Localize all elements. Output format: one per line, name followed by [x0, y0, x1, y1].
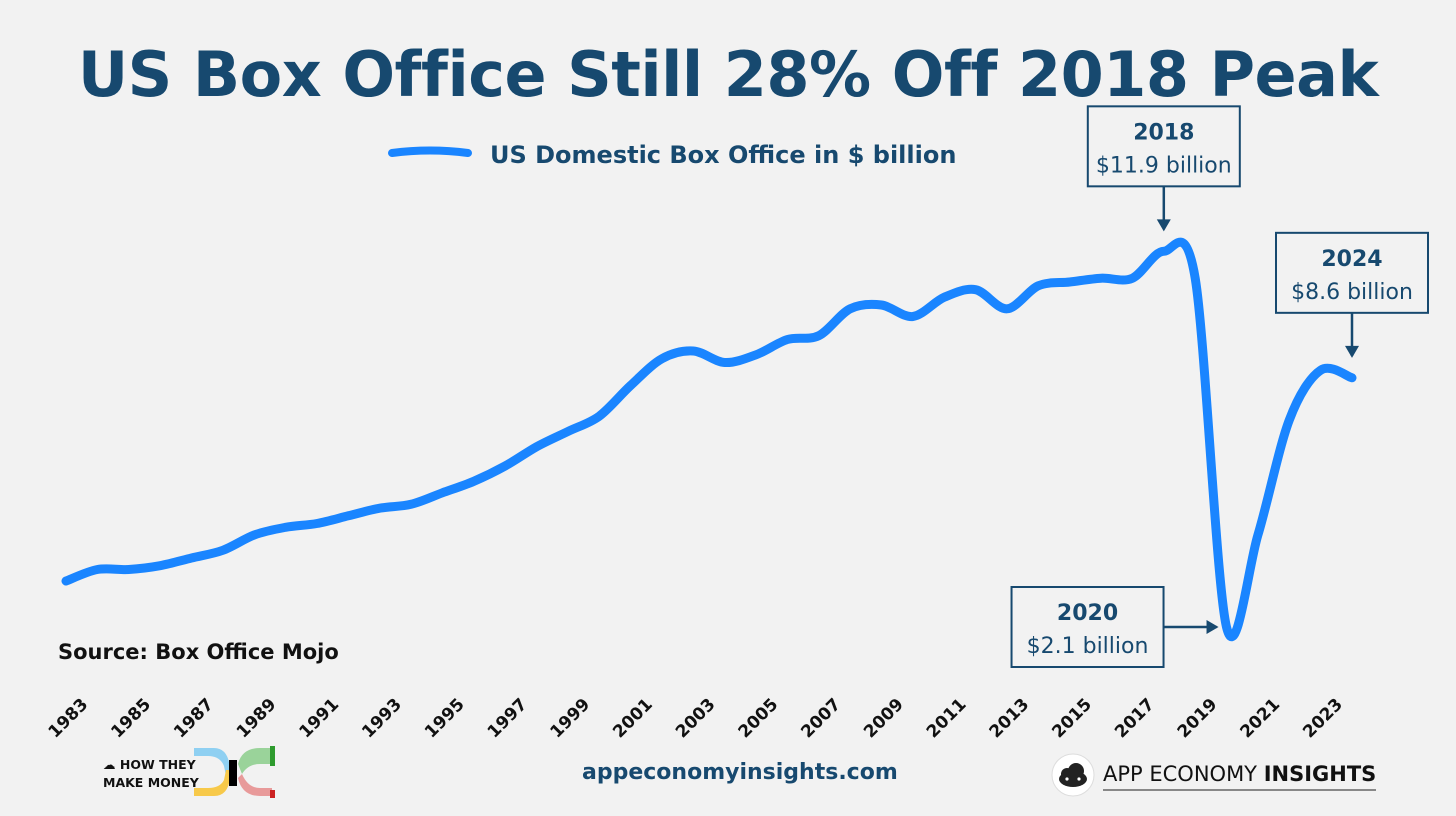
x-tick-label: 1993 [358, 695, 406, 743]
source-note: Source: Box Office Mojo [58, 640, 339, 664]
app-economy-insights-logo-icon [1051, 753, 1095, 797]
annotation-value: $2.1 billion [1027, 634, 1149, 659]
legend-label: US Domestic Box Office in $ billion [490, 141, 956, 169]
x-tick-label: 1989 [233, 695, 281, 743]
x-tick-label: 1985 [107, 695, 155, 743]
x-tick-label: 1995 [421, 695, 469, 743]
x-tick-label: 1999 [547, 695, 595, 743]
annotation-box [1275, 231, 1429, 314]
x-tick-label: 2017 [1111, 695, 1159, 743]
htm-line2: MAKE MONEY [103, 775, 199, 790]
arrowhead-icon [1345, 345, 1359, 358]
brand-name-regular: APP ECONOMY [1103, 762, 1264, 786]
annotation-year: 2018 [1133, 120, 1194, 145]
annotation-value: $11.9 billion [1096, 153, 1232, 178]
x-tick-label: 2021 [1237, 695, 1285, 743]
annotation-callout: 2024 $8.6 billion [1275, 231, 1429, 358]
x-tick-label: 2023 [1299, 695, 1347, 743]
chart-title: US Box Office Still 28% Off 2018 Peak [77, 38, 1379, 111]
how-they-make-money-label: ☁ HOW THEY MAKE MONEY [103, 756, 199, 792]
x-tick-label: 1983 [45, 695, 93, 743]
legend-swatch [388, 146, 472, 157]
x-tick-label: 2009 [860, 695, 908, 743]
x-tick-label: 2011 [923, 695, 971, 743]
sankey-logo-icon [194, 746, 275, 798]
x-tick-label: 2003 [672, 695, 720, 743]
annotations: 2018 $11.9 billion 2024 $8.6 billion 2020 $2.… [1010, 105, 1429, 668]
series-layer [61, 237, 1357, 642]
htm-line1: HOW THEY [119, 757, 196, 772]
annotation-box [1010, 586, 1165, 668]
annotation-box [1086, 105, 1241, 188]
arrowhead-icon [1156, 219, 1171, 232]
x-tick-label: 1987 [170, 695, 218, 743]
x-tick-label: 2013 [986, 695, 1034, 743]
x-axis-ticks: 1983 1985 1987 1989 1991 1993 1995 1997 1999 2001… [45, 695, 1347, 743]
x-tick-label: 2007 [797, 695, 845, 743]
brand-name-bold: INSIGHTS [1263, 762, 1377, 786]
x-tick-label: 2019 [1174, 695, 1222, 743]
website-link[interactable]: appeconomyinsights.com [582, 760, 898, 785]
annotation-callout: 2018 $11.9 billion [1086, 105, 1241, 232]
annotation-value: $8.6 billion [1291, 280, 1413, 305]
x-tick-label: 2015 [1048, 695, 1096, 743]
x-tick-label: 2001 [609, 695, 657, 743]
annotation-year: 2020 [1057, 601, 1118, 626]
legend: US Domestic Box Office in $ billion [388, 141, 956, 169]
x-tick-label: 1991 [296, 695, 344, 743]
x-tick-label: 2005 [735, 695, 783, 743]
arrowhead-icon [1206, 620, 1219, 634]
brand-name: APP ECONOMY INSIGHTS [1103, 762, 1377, 791]
series-line [61, 237, 1357, 642]
cloud-icon: ☁ [103, 757, 116, 772]
x-tick-label: 1997 [484, 695, 532, 743]
annotation-callout: 2020 $2.1 billion [1010, 586, 1219, 668]
annotation-year: 2024 [1321, 247, 1382, 272]
